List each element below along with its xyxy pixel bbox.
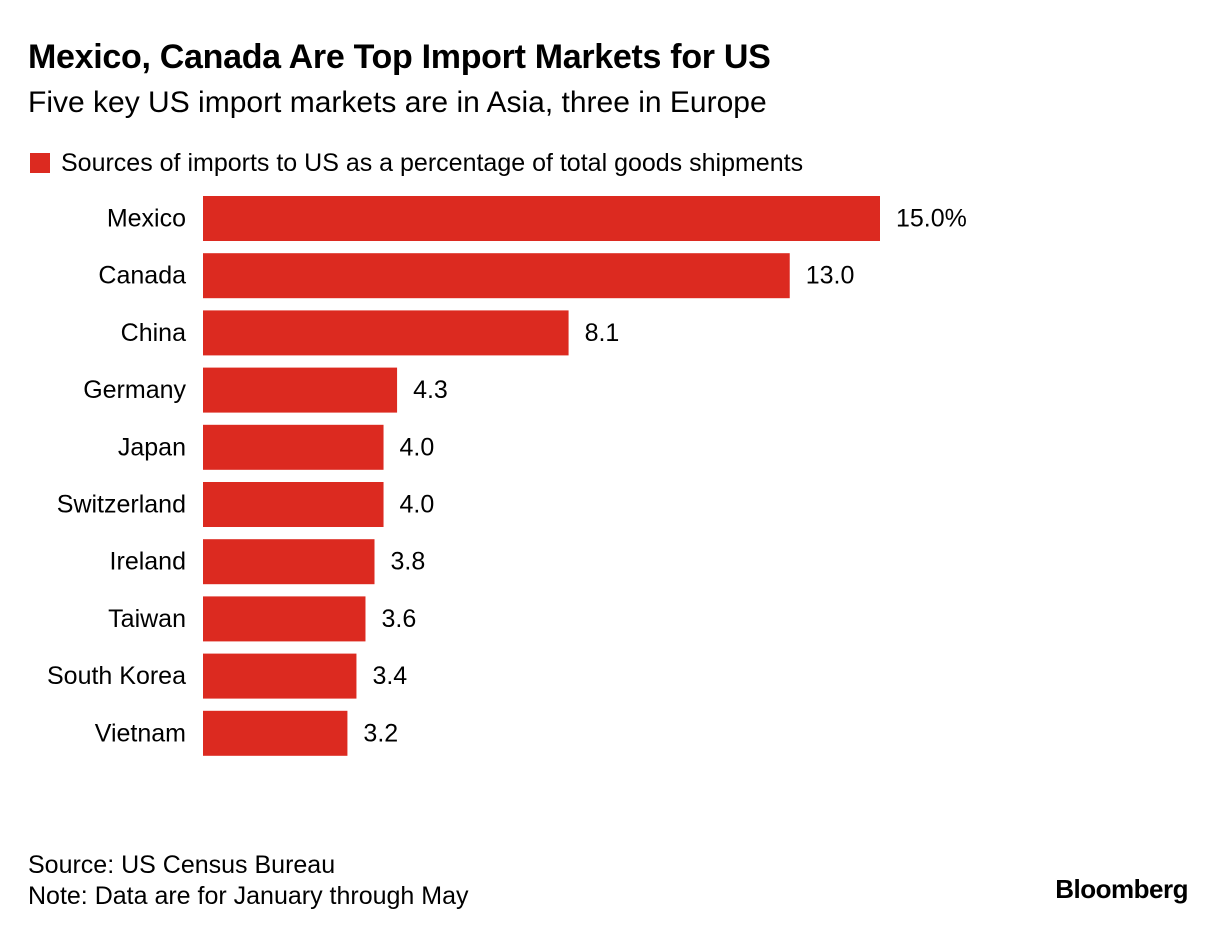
category-label-china: China [121,319,186,347]
category-label-vietnam: Vietnam [95,719,186,747]
value-label-canada: 13.0 [806,262,855,290]
legend: Sources of imports to US as a percentage… [30,146,803,180]
bar-mexico [203,196,880,241]
chart-title: Mexico, Canada Are Top Import Markets fo… [28,38,771,76]
category-label-ireland: Ireland [110,548,186,576]
data-note: Note: Data are for January through May [28,882,469,910]
bar-south-korea [203,653,357,699]
bar-vietnam [203,710,348,756]
value-label-ireland: 3.8 [391,548,426,576]
brand-logo: Bloomberg [1055,874,1188,904]
bar-china [203,310,569,356]
value-label-mexico: 15.0% [896,205,967,233]
chart-subtitle: Five key US import markets are in Asia, … [28,86,767,119]
bar-canada [203,253,790,299]
value-label-japan: 4.0 [400,433,435,461]
bar-germany [203,367,398,413]
legend-label: Sources of imports to US as a percentage… [61,148,804,177]
legend-swatch [30,153,50,173]
category-label-switzerland: Switzerland [57,491,186,519]
bar-taiwan [203,596,366,642]
category-label-south-korea: South Korea [47,662,186,690]
value-label-germany: 4.3 [413,376,448,404]
category-label-canada: Canada [98,262,186,290]
source-note: Source: US Census Bureau [28,851,336,879]
value-label-switzerland: 4.0 [400,491,435,519]
category-label-taiwan: Taiwan [108,605,186,633]
category-label-germany: Germany [83,376,186,404]
value-label-taiwan: 3.6 [381,605,416,633]
category-label-mexico: Mexico [107,205,186,233]
category-label-japan: Japan [118,433,186,461]
value-label-south-korea: 3.4 [372,662,407,690]
bar-japan [203,424,384,470]
value-label-vietnam: 3.2 [363,719,398,747]
bar-ireland [203,539,375,585]
value-label-china: 8.1 [585,319,620,347]
bar-switzerland [203,482,384,527]
